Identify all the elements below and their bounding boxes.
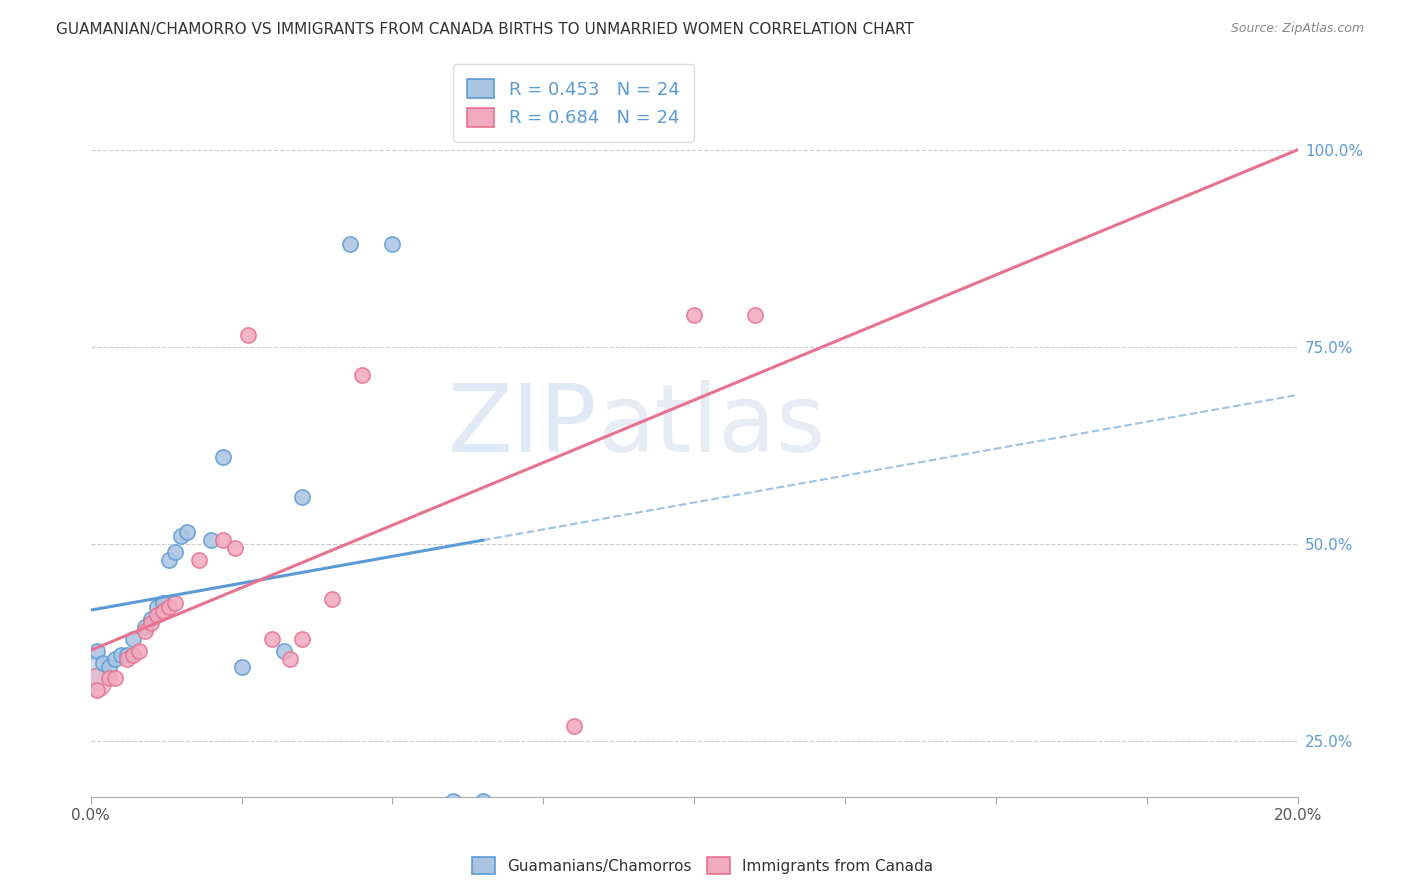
Point (97, 671, 120, 685)
Point (157, 553, 180, 567)
Point (381, 237, 404, 252)
Point (110, 648, 132, 662)
Point (115, 651, 138, 665)
Point (165, 596, 187, 610)
Point (236, 328, 259, 343)
Point (188, 553, 211, 567)
Point (170, 529, 193, 543)
Point (562, 719, 585, 733)
Point (134, 624, 156, 638)
Point (212, 450, 235, 465)
Point (97, 659, 120, 673)
Point (146, 608, 169, 623)
Point (91, 656, 114, 670)
Point (146, 600, 169, 615)
Legend: Guamanians/Chamorros, Immigrants from Canada: Guamanians/Chamorros, Immigrants from Ca… (467, 851, 939, 880)
Point (86, 644, 108, 658)
Legend: R = 0.453   N = 24, R = 0.684   N = 24: R = 0.453 N = 24, R = 0.684 N = 24 (453, 64, 695, 142)
Point (441, 794, 464, 808)
Point (86, 664, 108, 678)
Point (339, 237, 361, 252)
Point (291, 490, 314, 504)
Point (472, 794, 495, 808)
Point (122, 648, 145, 662)
Point (104, 651, 127, 665)
Point (134, 620, 156, 634)
Point (224, 541, 246, 556)
Point (86, 683, 108, 698)
Point (165, 545, 187, 559)
Point (744, 309, 766, 323)
Text: Source: ZipAtlas.com: Source: ZipAtlas.com (1230, 22, 1364, 36)
Point (122, 632, 145, 646)
Text: ZIP: ZIP (449, 380, 598, 472)
Point (278, 651, 301, 665)
Point (139, 616, 162, 631)
Point (231, 659, 253, 673)
Point (157, 600, 180, 615)
Point (200, 533, 222, 548)
Text: atlas: atlas (598, 380, 825, 472)
Text: GUAMANIAN/CHAMORRO VS IMMIGRANTS FROM CANADA BIRTHS TO UNMARRIED WOMEN CORRELATI: GUAMANIAN/CHAMORRO VS IMMIGRANTS FROM CA… (56, 22, 914, 37)
Point (212, 533, 235, 548)
Point (321, 592, 343, 607)
Point (260, 632, 283, 646)
Point (86, 675, 108, 690)
Point (115, 648, 138, 662)
Point (683, 309, 706, 323)
Point (152, 596, 174, 610)
Point (139, 612, 162, 626)
Point (273, 644, 295, 658)
Point (152, 604, 174, 618)
Point (176, 525, 198, 540)
Point (128, 644, 150, 658)
Point (104, 671, 127, 685)
Point (291, 632, 314, 646)
Point (352, 368, 374, 382)
